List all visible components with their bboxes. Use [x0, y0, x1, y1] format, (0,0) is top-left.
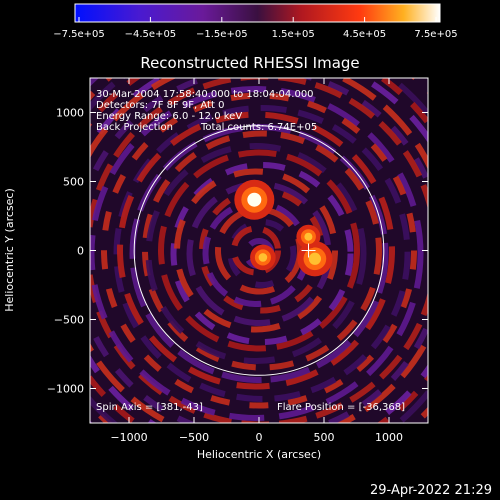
- colorbar-tick-label: 4.5e+05: [343, 29, 386, 40]
- source-peak: [308, 252, 321, 265]
- info-time-range: 30-Mar-2004 17:58:40.000 to 18:04:04.000: [96, 89, 314, 100]
- image-ring: [142, 130, 382, 371]
- info-method: Back Projection: [96, 122, 173, 133]
- source-peak: [258, 253, 268, 262]
- colorbar: [74, 3, 441, 23]
- y-tick-label: 500: [63, 176, 84, 189]
- image-ring: [158, 149, 360, 352]
- y-axis-label: Heliocentric Y (arcsec): [3, 188, 16, 312]
- rhessi-image: [90, 78, 428, 423]
- x-tick-label: −500: [179, 431, 209, 444]
- axis-ticks: −1000 −500 0 500 1000 −1000 −500 0 500 1000: [47, 78, 428, 444]
- x-tick-label: 1000: [375, 431, 403, 444]
- image-ring: [174, 168, 338, 333]
- image-ring: [145, 143, 367, 364]
- image-ring: [113, 105, 411, 402]
- y-tick-label: −1000: [47, 383, 84, 396]
- x-axis-label: Heliocentric X (arcsec): [197, 448, 321, 461]
- colorbar-tick-label: 7.5e+05: [414, 29, 457, 40]
- colorbar-tick-label: −1.5e+05: [196, 29, 248, 40]
- flare-position-label: Flare Position = [-36,368]: [277, 402, 405, 413]
- x-tick-label: 500: [314, 431, 335, 444]
- spin-axis-label: Spin Axis = [381,-43]: [96, 402, 203, 413]
- image-ring: [117, 111, 395, 390]
- image-ring: [129, 124, 389, 383]
- image-ring: [101, 92, 417, 409]
- colorbar-tick-label: −4.5e+05: [125, 29, 177, 40]
- image-ring: [90, 86, 424, 421]
- timestamp: 29-Apr-2022 21:29: [370, 483, 492, 498]
- y-tick-label: 0: [77, 245, 84, 258]
- x-tick-label: −1000: [110, 431, 147, 444]
- source-peak: [304, 232, 313, 241]
- x-tick-label: 0: [256, 431, 263, 444]
- image-ring: [227, 219, 297, 288]
- y-tick-label: −500: [54, 314, 84, 327]
- plot-title: Reconstructed RHESSI Image: [140, 54, 359, 72]
- info-detectors: Detectors: 7F 8F 9F, Att 0: [96, 100, 224, 111]
- source-peak: [247, 192, 262, 207]
- info-counts: Total counts: 6.74E+05: [200, 122, 317, 133]
- solar-limb: [133, 125, 385, 376]
- colorbar-ticks: −7.5e+05 −4.5e+05 −1.5e+05 1.5e+05 4.5e+05 7.…: [53, 17, 458, 40]
- colorbar-tick-label: 1.5e+05: [272, 29, 315, 40]
- image-ring: [231, 225, 281, 276]
- image-ring: [170, 162, 354, 345]
- colorbar-tick-label: −7.5e+05: [53, 29, 105, 40]
- info-energy: Energy Range: 6.0 - 12.0 keV: [96, 111, 242, 122]
- spin-axis-crosshair: [301, 243, 316, 258]
- y-tick-label: 1000: [56, 107, 84, 120]
